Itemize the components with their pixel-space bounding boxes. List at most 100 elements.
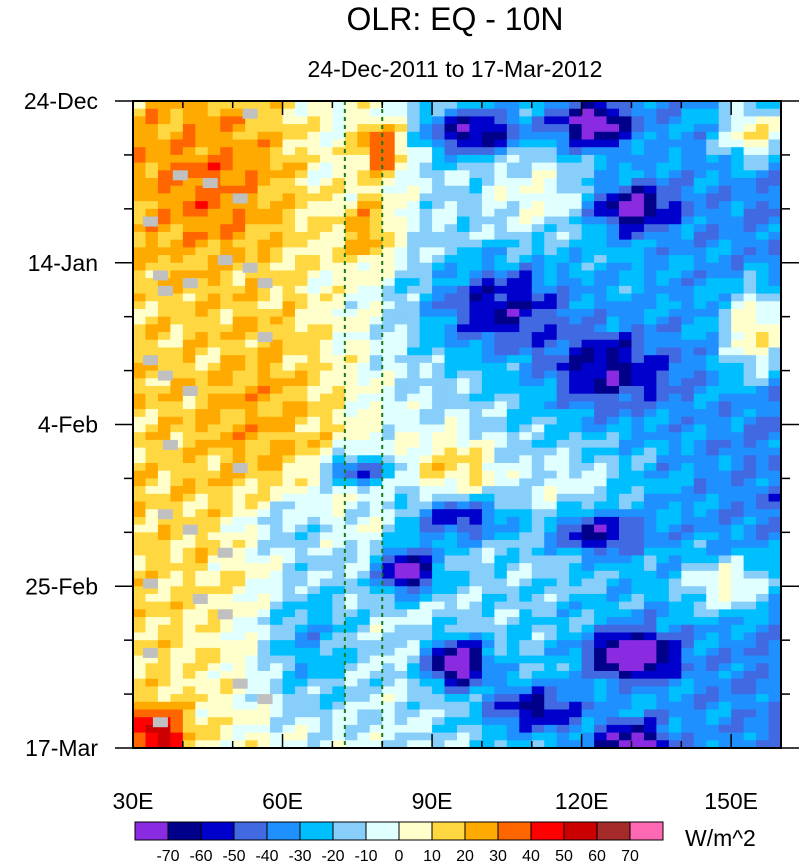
heatmap-cell (631, 717, 645, 726)
heatmap-cell (319, 624, 333, 634)
heatmap-cell (594, 555, 608, 564)
heatmap-cell (693, 555, 707, 564)
heatmap-cell (257, 701, 271, 711)
heatmap-cell (195, 447, 209, 456)
heatmap-cell (444, 493, 458, 503)
heatmap-cell (631, 147, 645, 156)
heatmap-cell (295, 509, 309, 518)
heatmap-cell (494, 732, 508, 741)
heatmap-cell (369, 224, 383, 233)
heatmap-cell (481, 278, 495, 287)
heatmap-cell (319, 563, 333, 572)
heatmap-cell (232, 617, 246, 626)
heatmap-cell (282, 101, 296, 110)
heatmap-cell (369, 670, 383, 680)
heatmap-cell (693, 678, 707, 687)
heatmap-cell (494, 563, 508, 572)
heatmap-cell (556, 740, 570, 749)
heatmap-cell (469, 224, 483, 233)
heatmap-cell (357, 447, 371, 456)
heatmap-cell (768, 655, 782, 664)
heatmap-cell (182, 486, 196, 495)
heatmap-cell (257, 724, 271, 734)
heatmap-cell (357, 732, 371, 741)
heatmap-cell (145, 732, 159, 741)
heatmap-cell (531, 208, 545, 218)
heatmap-cell (133, 524, 147, 533)
heatmap-cell (731, 154, 745, 164)
heatmap-cell (643, 393, 657, 402)
heatmap-cell (270, 632, 284, 641)
heatmap-cell (319, 670, 333, 680)
heatmap-cell (232, 655, 246, 664)
heatmap-cell (556, 647, 570, 657)
heatmap-cell (756, 278, 770, 287)
heatmap-cell (170, 347, 184, 356)
heatmap-cell (157, 470, 171, 480)
heatmap-cell (706, 378, 720, 387)
heatmap-cell (295, 524, 309, 533)
heatmap-cell (768, 540, 782, 549)
heatmap-cell (569, 540, 583, 549)
heatmap-cell (481, 724, 495, 734)
heatmap-cell (494, 378, 508, 387)
heatmap-cell (257, 593, 271, 603)
heatmap-cell (394, 701, 408, 711)
heatmap-cell (207, 486, 221, 495)
heatmap-cell (170, 308, 184, 318)
heatmap-cell (232, 401, 246, 410)
heatmap-cell (270, 401, 284, 410)
heatmap-cell (369, 347, 383, 356)
heatmap-cell (220, 432, 234, 441)
heatmap-cell (133, 108, 147, 118)
heatmap-cell (656, 116, 670, 125)
heatmap-cell (706, 324, 720, 333)
heatmap-cell (631, 178, 645, 187)
heatmap-cell (382, 308, 396, 318)
heatmap-cell (643, 609, 657, 618)
heatmap-cell (207, 101, 221, 110)
heatmap-cell (307, 201, 321, 210)
heatmap-cell (693, 501, 707, 510)
heatmap-cell (606, 640, 620, 649)
heatmap-cell (394, 470, 408, 480)
heatmap-cell (506, 478, 520, 487)
heatmap-cell (569, 647, 583, 657)
heatmap-cell (369, 162, 383, 171)
heatmap-cell (731, 378, 745, 387)
heatmap-cell (494, 601, 508, 610)
heatmap-cell (594, 455, 608, 464)
heatmap-cell (619, 185, 633, 195)
heatmap-cell (606, 578, 620, 587)
heatmap-cell (344, 586, 358, 595)
heatmap-cell (643, 370, 657, 379)
heatmap-cell (681, 701, 695, 711)
heatmap-cell (544, 285, 558, 295)
heatmap-cell (619, 547, 633, 557)
heatmap-cell (457, 516, 471, 526)
heatmap-cell (145, 231, 159, 241)
heatmap-cell (594, 293, 608, 302)
heatmap-cell (581, 601, 595, 610)
heatmap-cell (531, 724, 545, 734)
heatmap-cell (157, 686, 171, 695)
heatmap-cell (506, 162, 520, 171)
heatmap-cell (195, 486, 209, 495)
heatmap-cell (282, 339, 296, 349)
heatmap-cell (631, 301, 645, 310)
heatmap-cell (756, 655, 770, 664)
heatmap-cell (768, 416, 782, 426)
heatmap-cell (295, 355, 309, 364)
heatmap-cell (319, 609, 333, 618)
heatmap-cell (531, 640, 545, 649)
heatmap-cell (220, 701, 234, 711)
heatmap-cell (369, 632, 383, 641)
heatmap-cell (531, 586, 545, 595)
heatmap-cell (344, 563, 358, 572)
heatmap-cell (619, 570, 633, 580)
heatmap-cell (282, 540, 296, 549)
heatmap-cell (768, 663, 782, 672)
heatmap-cell (207, 463, 221, 472)
heatmap-cell (133, 347, 147, 356)
heatmap-cell (731, 124, 745, 133)
